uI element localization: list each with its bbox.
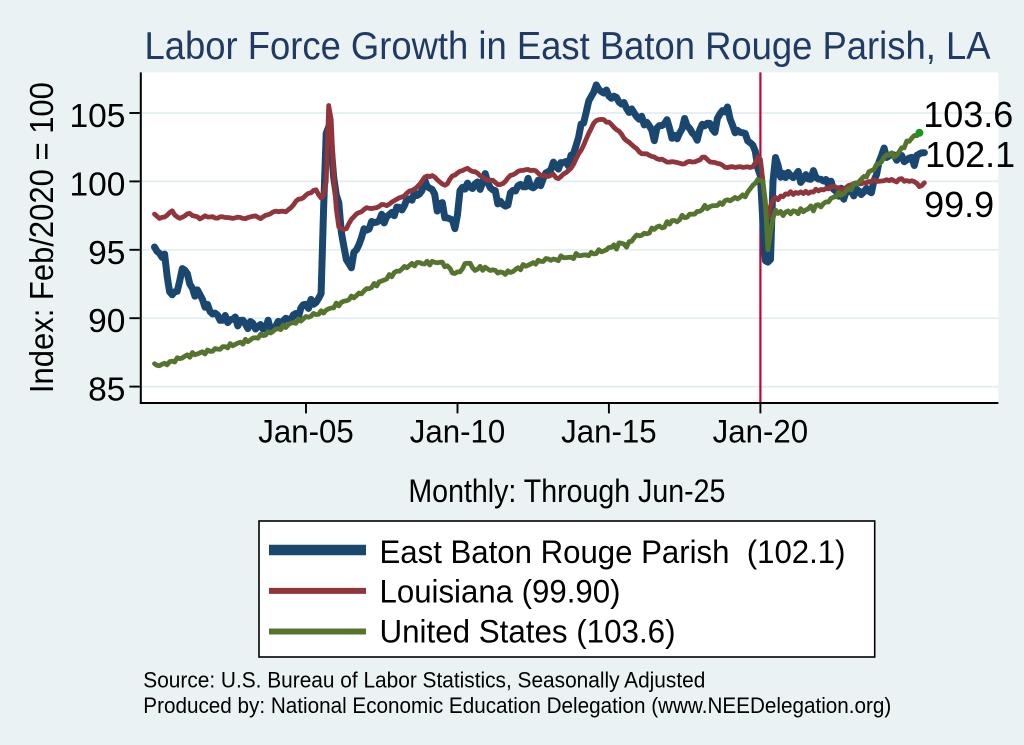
svg-text:99.9: 99.9 — [924, 184, 994, 225]
svg-text:Jan-05: Jan-05 — [258, 413, 354, 450]
svg-text:Labor Force Growth in East Bat: Labor Force Growth in East Baton Rouge P… — [145, 25, 991, 68]
svg-text:Index: Feb/2020 = 100: Index: Feb/2020 = 100 — [24, 82, 61, 393]
svg-text:Monthly: Through Jun-25: Monthly: Through Jun-25 — [408, 472, 725, 509]
svg-text:Jan-10: Jan-10 — [410, 413, 506, 450]
svg-text:100: 100 — [69, 166, 125, 203]
svg-text:East Baton Rouge Parish (102.: East Baton Rouge Parish (102.1) — [380, 533, 846, 570]
svg-text:95: 95 — [88, 235, 125, 272]
svg-text:United States (103.6): United States (103.6) — [380, 612, 676, 649]
svg-text:Jan-20: Jan-20 — [713, 413, 809, 450]
svg-text:Jan-15: Jan-15 — [561, 413, 657, 450]
svg-text:103.6: 103.6 — [923, 94, 1013, 135]
svg-text:Produced by: National Economic: Produced by: National Economic Education… — [143, 693, 891, 718]
svg-text:105: 105 — [69, 98, 125, 135]
svg-text:102.1: 102.1 — [925, 134, 1015, 175]
svg-text:85: 85 — [88, 372, 125, 409]
svg-text:Louisiana (99.90): Louisiana (99.90) — [380, 573, 621, 610]
svg-text:90: 90 — [88, 303, 125, 340]
svg-text:Source: U.S. Bureau of Labor S: Source: U.S. Bureau of Labor Statistics,… — [143, 668, 705, 693]
